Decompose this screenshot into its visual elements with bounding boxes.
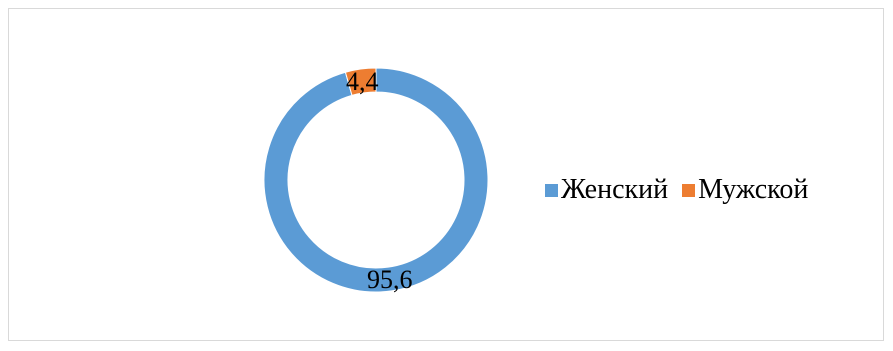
chart-area xyxy=(8,8,884,341)
donut-slice-female xyxy=(263,67,489,293)
legend-item-female: Женский xyxy=(545,176,668,204)
legend-swatch-female xyxy=(545,183,558,197)
data-label-male: 4,4 xyxy=(346,67,379,96)
legend-swatch-male xyxy=(682,183,696,197)
legend-item-male: Мужской xyxy=(682,176,808,204)
legend-label-male: Мужской xyxy=(698,174,809,205)
donut-slice-male xyxy=(344,67,377,96)
data-label-female: 95,6 xyxy=(367,265,413,294)
chart-legend: Женский Мужской xyxy=(545,176,822,204)
legend-label-female: Женский xyxy=(561,174,669,205)
